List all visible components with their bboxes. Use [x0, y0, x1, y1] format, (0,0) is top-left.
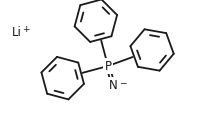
Text: +: + — [22, 25, 29, 34]
Text: Li: Li — [12, 26, 22, 39]
Text: P: P — [104, 59, 111, 72]
Text: N: N — [109, 79, 118, 92]
Text: −: − — [119, 78, 126, 87]
